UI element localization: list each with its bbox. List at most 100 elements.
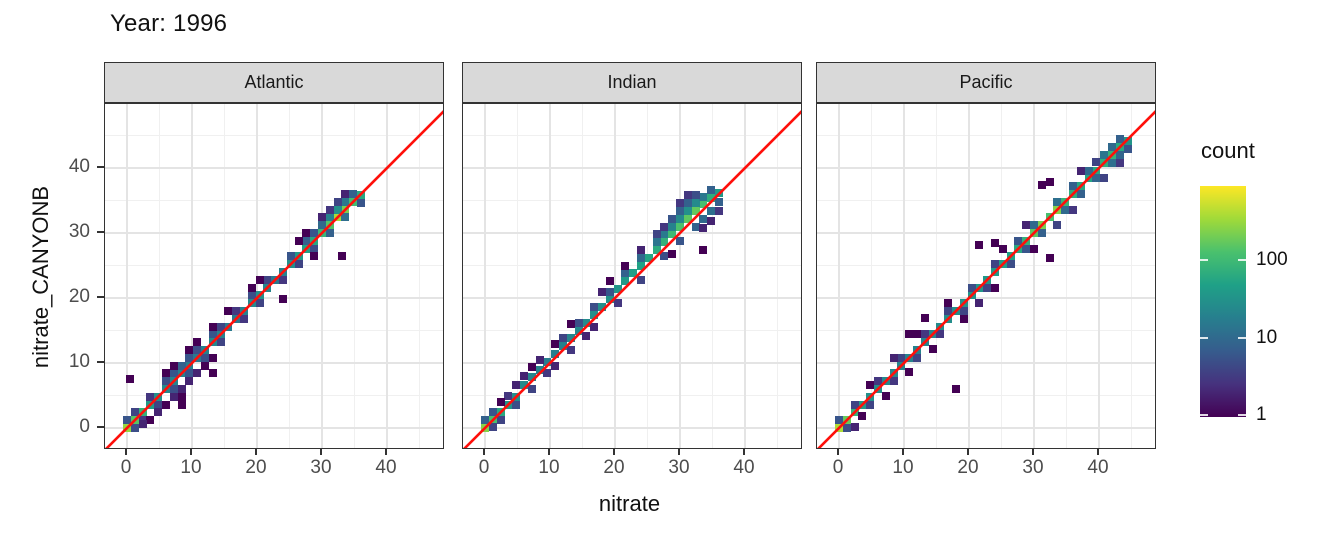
bin-cell	[566, 334, 575, 343]
facet-panel	[462, 103, 802, 449]
bin-cell	[699, 245, 708, 254]
y-tick-label: 10	[68, 351, 90, 372]
bin-cell	[952, 385, 960, 393]
legend-tick-mark	[1200, 414, 1208, 417]
bin-cell	[551, 349, 560, 358]
x-tick-mark	[548, 449, 550, 455]
legend-colorbar	[1200, 186, 1246, 417]
bin-cell	[605, 287, 614, 296]
bin-cell	[858, 412, 867, 421]
bin-cell	[527, 362, 536, 371]
grid-major-h	[463, 297, 801, 299]
y-tick-label: 0	[79, 416, 90, 437]
bin-cell	[605, 295, 614, 304]
bin-cell	[998, 244, 1007, 253]
bin-cell	[621, 261, 630, 270]
grid-major-h	[463, 167, 801, 169]
bin-cell	[302, 236, 311, 245]
chart-title: Year: 1996	[110, 10, 228, 37]
bin-cell	[991, 260, 999, 269]
bin-cell	[566, 346, 575, 354]
bin-cell	[842, 424, 851, 432]
bin-cell	[488, 422, 497, 431]
x-tick-label: 10	[180, 457, 202, 478]
bin-cell	[590, 303, 599, 312]
bin-cell	[1037, 229, 1046, 237]
bin-cell	[169, 361, 178, 370]
bin-cell	[944, 299, 953, 308]
bin-cell	[255, 275, 264, 284]
bin-cell	[598, 303, 606, 312]
bin-cell	[644, 253, 653, 262]
bin-cell	[897, 353, 906, 362]
bin-cell	[1014, 236, 1023, 245]
grid-minor-v	[418, 104, 421, 448]
bin-cell	[481, 416, 489, 425]
grid-major-v	[679, 104, 681, 448]
identity-line	[817, 110, 1155, 448]
bin-cell	[208, 322, 217, 331]
bin-cell	[660, 238, 669, 247]
grid-minor-v	[935, 104, 938, 448]
bin-cell	[1115, 151, 1124, 159]
grid-major-h	[817, 427, 1155, 429]
y-tick-label: 40	[68, 156, 90, 177]
bin-cell	[138, 420, 147, 429]
bin-cell	[668, 249, 677, 258]
bin-cell	[652, 230, 661, 239]
x-tick-label: 0	[478, 457, 490, 478]
bin-cell	[715, 197, 723, 206]
grid-major-h	[105, 427, 443, 429]
x-tick-mark	[483, 449, 485, 455]
facet-strip: Indian	[462, 62, 802, 103]
bin-cell	[566, 320, 575, 328]
grid-minor-v	[581, 104, 584, 448]
x-tick-mark	[967, 449, 969, 455]
bin-cell	[1100, 174, 1109, 183]
x-tick-mark	[902, 449, 904, 455]
grid-major-h	[817, 297, 1155, 299]
grid-major-v	[903, 104, 905, 448]
bin-cell	[691, 191, 700, 200]
bin-cell	[527, 373, 536, 382]
bin-cell	[629, 269, 638, 278]
facet-strip: Pacific	[816, 62, 1156, 103]
bin-cell	[125, 375, 134, 384]
bin-cell	[660, 230, 669, 239]
bin-cell	[676, 199, 684, 208]
bin-cell	[325, 205, 334, 214]
bin-cell	[543, 357, 552, 366]
x-axis-title: nitrate	[598, 491, 661, 516]
x-tick-mark	[385, 449, 387, 455]
legend-tick-mark	[1238, 336, 1246, 339]
x-tick-label: 40	[733, 457, 755, 478]
grid-minor-v	[1130, 104, 1133, 448]
bin-cell	[146, 392, 155, 401]
bin-cell	[318, 221, 326, 230]
bin-cell	[130, 424, 139, 432]
bin-cell	[318, 213, 326, 222]
bin-cell	[920, 313, 929, 322]
bin-cell	[177, 401, 186, 410]
bin-cell	[1006, 260, 1015, 269]
bin-cell	[247, 283, 256, 292]
bin-cell	[590, 322, 599, 331]
grid-major-h	[463, 362, 801, 364]
x-tick-mark	[613, 449, 615, 455]
grid-minor-h	[463, 264, 801, 267]
bin-cell	[535, 355, 544, 364]
bin-cell	[1061, 205, 1070, 214]
x-tick-label: 30	[668, 457, 690, 478]
grid-minor-h	[105, 394, 443, 397]
bin-cell	[715, 206, 723, 215]
grid-major-v	[549, 104, 551, 448]
bin-cell	[302, 229, 311, 237]
grid-major-h	[817, 362, 1155, 364]
bin-cell	[169, 392, 178, 401]
bin-cell	[660, 252, 669, 261]
y-tick-mark	[97, 426, 104, 428]
bin-cell	[310, 252, 319, 261]
bin-cell	[676, 236, 684, 245]
grid-minor-v	[646, 104, 649, 448]
